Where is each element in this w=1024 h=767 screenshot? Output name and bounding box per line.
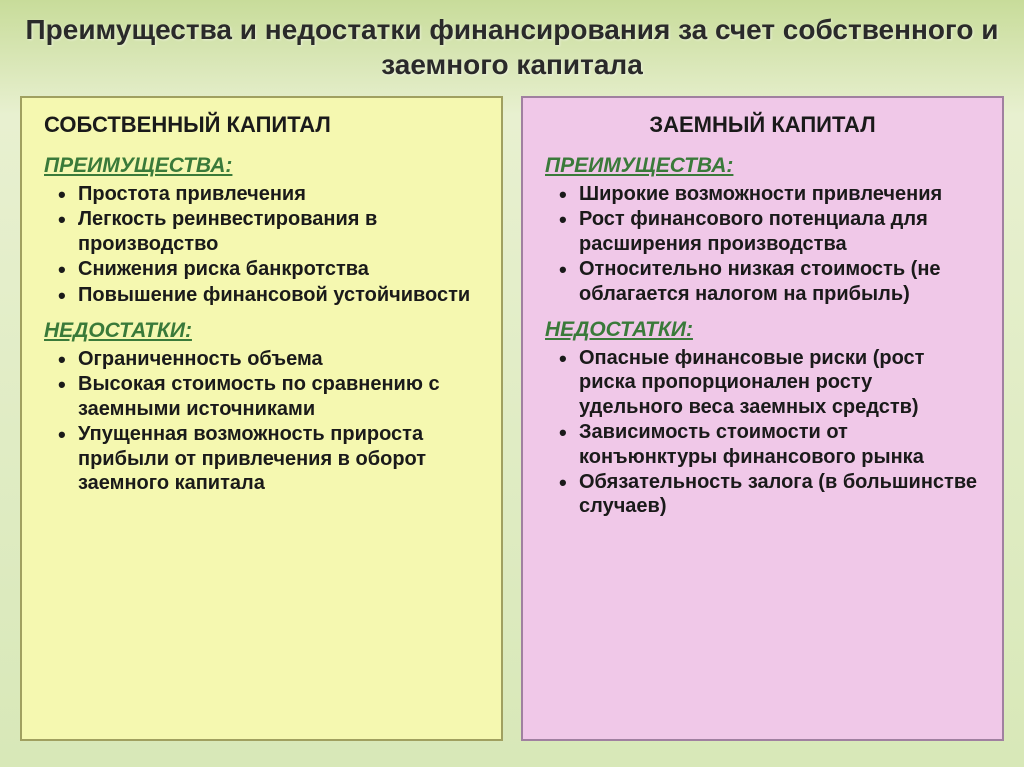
borrowed-disadvantages-label: НЕДОСТАТКИ: [545, 318, 980, 342]
borrowed-capital-heading: ЗАЕМНЫЙ КАПИТАЛ [545, 112, 980, 138]
own-capital-heading: СОБСТВЕННЫЙ КАПИТАЛ [44, 112, 479, 138]
list-item: Опасные финансовые риски (рост риска про… [545, 346, 980, 419]
borrowed-advantages-label: ПРЕИМУЩЕСТВА: [545, 154, 980, 178]
columns-wrapper: СОБСТВЕННЫЙ КАПИТАЛ ПРЕИМУЩЕСТВА: Просто… [20, 96, 1004, 741]
list-item: Относительно низкая стоимость (не облага… [545, 257, 980, 306]
list-item: Снижения риска банкротства [44, 257, 479, 281]
list-item: Легкость реинвестирования в производство [44, 207, 479, 256]
list-item: Ограниченность объема [44, 347, 479, 371]
own-advantages-list: Простота привлечения Легкость реинвестир… [44, 182, 479, 307]
own-advantages-label: ПРЕИМУЩЕСТВА: [44, 154, 479, 178]
list-item: Высокая стоимость по сравнению с заемным… [44, 372, 479, 421]
list-item: Простота привлечения [44, 182, 479, 206]
borrowed-advantages-list: Широкие возможности привлечения Рост фин… [545, 182, 980, 306]
list-item: Широкие возможности привлечения [545, 182, 980, 206]
list-item: Упущенная возможность прироста прибыли о… [44, 422, 479, 495]
list-item: Зависимость стоимости от конъюнктуры фин… [545, 420, 980, 469]
borrowed-disadvantages-list: Опасные финансовые риски (рост риска про… [545, 346, 980, 519]
list-item: Повышение финансовой устойчивости [44, 283, 479, 307]
slide-title: Преимущества и недостатки финансирования… [20, 12, 1004, 82]
list-item: Рост финансового потенциала для расширен… [545, 207, 980, 256]
column-own-capital: СОБСТВЕННЫЙ КАПИТАЛ ПРЕИМУЩЕСТВА: Просто… [20, 96, 503, 741]
own-disadvantages-label: НЕДОСТАТКИ: [44, 319, 479, 343]
list-item: Обязательность залога (в большинстве слу… [545, 470, 980, 519]
slide-container: Преимущества и недостатки финансирования… [0, 0, 1024, 767]
own-disadvantages-list: Ограниченность объема Высокая стоимость … [44, 347, 479, 495]
column-borrowed-capital: ЗАЕМНЫЙ КАПИТАЛ ПРЕИМУЩЕСТВА: Широкие во… [521, 96, 1004, 741]
